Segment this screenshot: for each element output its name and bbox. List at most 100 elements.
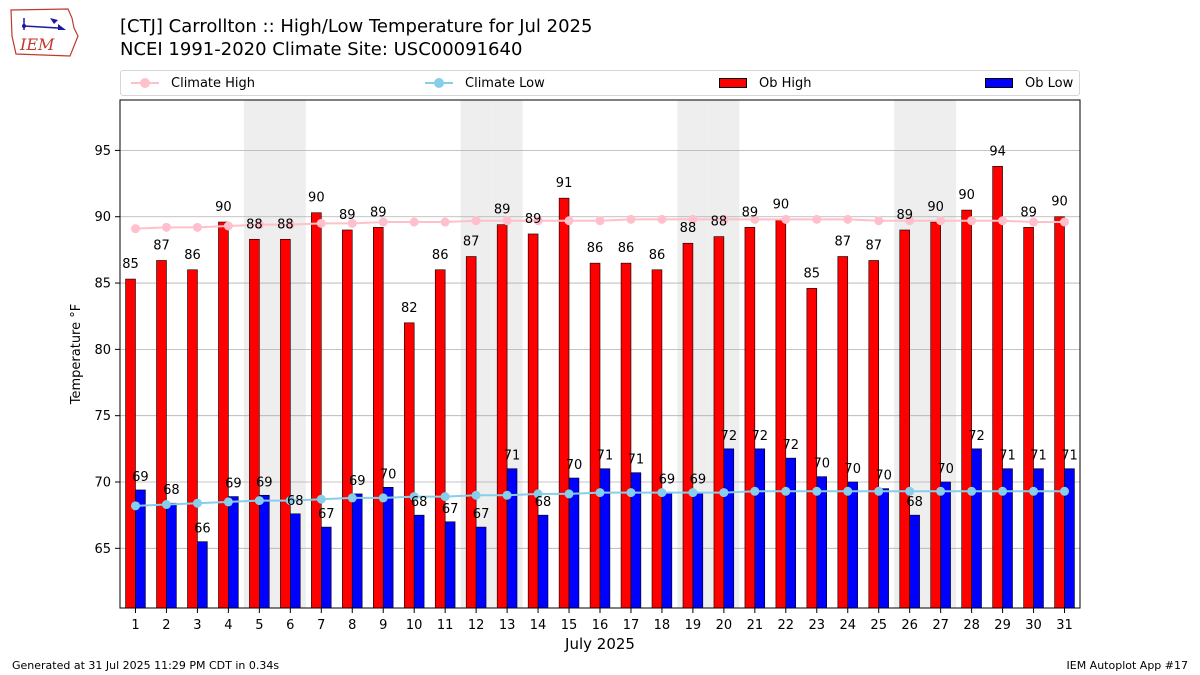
bar-ob-low: [320, 526, 332, 609]
point-climate-low: [750, 486, 760, 496]
point-climate-high: [843, 214, 853, 224]
y-tick-label: 90: [94, 210, 111, 225]
iem-logo: IEM: [10, 8, 79, 57]
data-label-ob-low: 72: [721, 429, 738, 444]
x-tick-label: 9: [379, 618, 387, 633]
bar-ob-low: [444, 521, 456, 609]
data-label-ob-low: 68: [411, 495, 428, 510]
x-tick-label: 29: [994, 618, 1011, 633]
point-climate-low: [595, 488, 605, 498]
footer-generated: Generated at 31 Jul 2025 11:29 PM CDT in…: [12, 659, 280, 672]
data-label-ob-high: 88: [246, 217, 263, 232]
x-tick-label: 22: [778, 618, 795, 633]
data-label-ob-high: 85: [804, 266, 821, 281]
x-tick-label: 31: [1056, 618, 1073, 633]
point-climate-low: [471, 490, 481, 500]
weekend-band: [243, 100, 275, 608]
point-climate-high: [285, 220, 295, 230]
x-tick-label: 23: [809, 618, 826, 633]
point-climate-low: [781, 486, 791, 496]
x-tick-label: 16: [592, 618, 609, 633]
legend-label-climate-high: Climate High: [171, 75, 256, 91]
x-tick-label: 12: [468, 618, 485, 633]
x-tick-label: 18: [654, 618, 671, 633]
data-label-ob-low: 69: [659, 473, 676, 488]
x-tick-label: 30: [1025, 618, 1042, 633]
weekend-band: [708, 100, 740, 608]
legend-swatch-climate-high: [131, 78, 159, 88]
point-climate-low: [192, 498, 202, 508]
data-label-ob-low: 68: [906, 495, 923, 510]
bar-ob-high: [249, 238, 260, 609]
point-climate-low: [254, 496, 264, 506]
data-label-ob-high: 86: [432, 248, 449, 263]
legend-swatch-ob-high: [719, 78, 747, 88]
bar-ob-high: [1054, 216, 1065, 609]
bar-ob-low: [413, 514, 425, 609]
bar-ob-low: [909, 514, 920, 609]
point-climate-high: [874, 216, 884, 226]
bar-ob-low: [568, 477, 580, 609]
legend-label-climate-low: Climate Low: [465, 75, 545, 91]
bar-ob-low: [723, 448, 735, 609]
legend: Climate High Climate Low Ob High Ob Low: [120, 70, 1080, 96]
x-tick-label: 3: [193, 618, 201, 633]
bar-ob-high: [465, 256, 477, 609]
bar-ob-low: [197, 541, 208, 609]
point-climate-high: [223, 221, 233, 231]
data-label-ob-high: 86: [184, 248, 201, 263]
data-label-ob-high: 90: [308, 191, 325, 206]
logo-text: IEM: [19, 35, 55, 54]
x-tick-label: 25: [870, 618, 887, 633]
data-label-ob-low: 69: [256, 475, 273, 490]
legend-swatch-ob-low: [985, 78, 1013, 88]
point-climate-low: [502, 490, 512, 500]
data-label-ob-high: 89: [742, 205, 759, 220]
point-climate-high: [378, 217, 388, 227]
bar-ob-high: [620, 262, 632, 609]
point-climate-high: [440, 217, 450, 227]
point-climate-low: [378, 493, 388, 503]
point-climate-low: [1029, 486, 1039, 496]
point-climate-high: [998, 216, 1008, 226]
x-tick-label: 11: [437, 618, 454, 633]
legend-swatch-climate-low: [425, 78, 453, 88]
bar-ob-high: [775, 219, 787, 609]
bar-ob-low: [290, 513, 301, 609]
bar-ob-low: [1064, 468, 1075, 609]
bar-ob-low: [259, 494, 270, 609]
point-climate-low: [440, 492, 450, 502]
y-tick-label: 65: [94, 542, 111, 557]
point-climate-low: [967, 486, 977, 496]
bar-ob-low: [475, 526, 487, 609]
data-label-ob-high: 89: [1020, 205, 1037, 220]
point-climate-high: [192, 222, 202, 232]
point-climate-low: [223, 497, 233, 507]
chart-title: [CTJ] Carrollton :: High/Low Temperature…: [120, 16, 593, 37]
data-label-ob-high: 86: [649, 248, 666, 263]
data-label-ob-low: 70: [937, 462, 954, 477]
point-climate-high: [254, 220, 264, 230]
y-tick-label: 75: [94, 409, 111, 424]
weekend-band: [491, 100, 523, 608]
bar-ob-high: [125, 278, 136, 609]
point-climate-high: [905, 216, 915, 226]
weekend-band: [677, 100, 709, 608]
point-climate-low: [347, 493, 357, 503]
point-climate-high: [657, 214, 667, 224]
x-tick-label: 4: [224, 618, 232, 633]
bar-ob-low: [878, 488, 889, 609]
y-tick-label: 80: [94, 343, 111, 358]
x-tick-label: 7: [317, 618, 325, 633]
data-label-ob-high: 89: [339, 208, 356, 223]
data-label-ob-low: 68: [287, 494, 304, 509]
bar-ob-low: [630, 472, 642, 609]
bar-ob-low: [1033, 468, 1044, 609]
y-tick-label: 85: [94, 277, 111, 292]
x-tick-label: 10: [406, 618, 423, 633]
legend-item-climate-low: Climate Low: [425, 71, 545, 95]
x-tick-label: 20: [716, 618, 733, 633]
y-tick-label: 95: [94, 144, 111, 159]
legend-item-ob-low: Ob Low: [985, 71, 1073, 95]
data-label-ob-low: 70: [875, 469, 892, 484]
